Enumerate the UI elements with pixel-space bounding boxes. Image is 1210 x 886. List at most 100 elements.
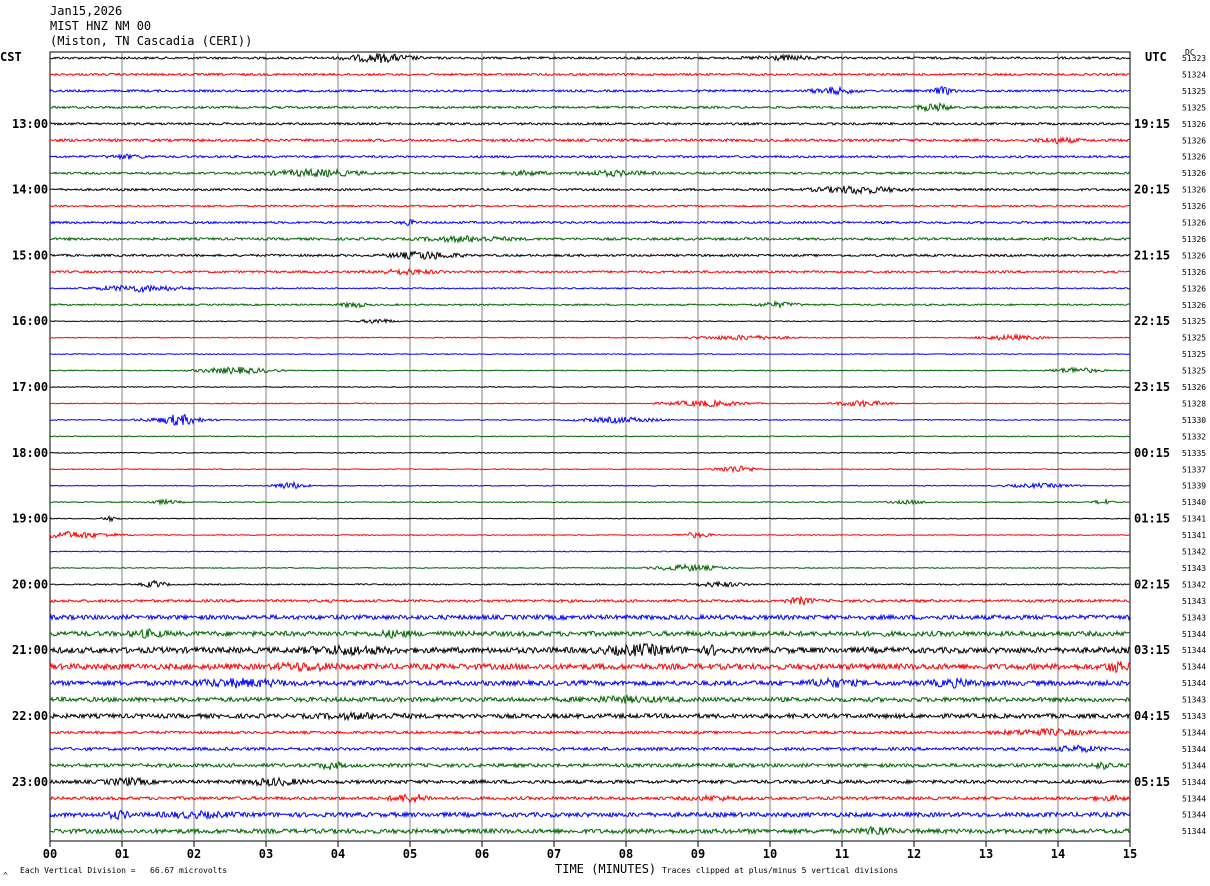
trace-line xyxy=(49,167,1131,179)
x-tick-label: 02 xyxy=(187,847,201,861)
trace-line xyxy=(50,234,1131,244)
dc-offset-label: 51342 xyxy=(1182,548,1206,557)
trace-line xyxy=(49,101,1130,113)
trace-line xyxy=(49,451,1131,454)
dc-offset-label: 51325 xyxy=(1182,317,1206,326)
trace-line xyxy=(50,579,1131,589)
trace-line xyxy=(49,760,1131,771)
right-timezone-label: UTC xyxy=(1145,50,1167,64)
trace-line xyxy=(49,299,1131,310)
dc-offset-label: 51344 xyxy=(1182,761,1206,770)
location-label: (Miston, TN Cascadia (CERI)) xyxy=(50,34,253,48)
trace-line xyxy=(49,53,1131,64)
trace-line xyxy=(49,385,1131,389)
dc-offset-label: 51332 xyxy=(1182,432,1206,441)
dc-offset-label: 51341 xyxy=(1182,531,1206,540)
x-tick-label: 10 xyxy=(763,847,777,861)
right-time-label: 00:15 xyxy=(1134,446,1170,460)
dc-offset-label: 51326 xyxy=(1182,301,1206,310)
trace-line xyxy=(49,825,1131,836)
dc-offset-label: 51326 xyxy=(1182,268,1206,277)
trace-line xyxy=(49,136,1131,145)
left-timezone-label: CST xyxy=(0,50,22,64)
dc-offset-label: 51339 xyxy=(1182,482,1206,491)
x-tick-label: 15 xyxy=(1123,847,1137,861)
trace-line xyxy=(49,676,1131,689)
right-time-label: 01:15 xyxy=(1134,512,1170,526)
left-time-label: 18:00 xyxy=(12,446,48,460)
dc-offset-label: 51326 xyxy=(1182,284,1206,293)
dc-offset-label: 51326 xyxy=(1182,219,1206,228)
right-time-label: 02:15 xyxy=(1134,577,1170,591)
trace-line xyxy=(49,413,1131,426)
trace-line xyxy=(49,72,1131,77)
trace-line xyxy=(49,480,1131,490)
trace-line xyxy=(49,497,1131,506)
plot-frame xyxy=(49,51,1131,842)
dc-offset-label: 51326 xyxy=(1182,251,1206,260)
trace-line xyxy=(49,530,1131,540)
trace-line xyxy=(49,218,1131,226)
dc-offset-label: 51344 xyxy=(1182,778,1206,787)
left-time-label: 20:00 xyxy=(12,577,48,591)
right-time-label: 23:15 xyxy=(1134,380,1170,394)
left-time-label: 21:00 xyxy=(12,643,48,657)
trace-line xyxy=(50,333,1130,342)
right-time-label: 19:15 xyxy=(1134,117,1170,131)
dc-offset-label: 51326 xyxy=(1182,186,1206,195)
dc-offset-label: 51344 xyxy=(1182,827,1206,836)
clip-note: Traces clipped at plus/minus 5 vertical … xyxy=(662,866,899,875)
dc-offset-label: 51344 xyxy=(1182,794,1206,803)
dc-offset-label: 51342 xyxy=(1182,580,1206,589)
trace-line xyxy=(49,627,1130,639)
x-tick-label: 01 xyxy=(115,847,129,861)
date-label: Jan15,2026 xyxy=(50,4,123,18)
x-tick-label: 00 xyxy=(43,847,57,861)
left-time-label: 19:00 xyxy=(12,512,48,526)
dc-offset-label: 51325 xyxy=(1182,334,1206,343)
trace-line xyxy=(49,250,1131,260)
dc-offset-label: 51323 xyxy=(1182,54,1206,63)
dc-offset-label: 51325 xyxy=(1182,103,1206,112)
right-time-label: 22:15 xyxy=(1134,314,1170,328)
x-tick-label: 08 xyxy=(619,847,633,861)
dc-offset-label: 51340 xyxy=(1182,498,1206,507)
trace-line xyxy=(49,366,1131,376)
scale-note: Each Vertical Division = 66.67 microvolt… xyxy=(20,866,228,875)
dc-offset-label: 51343 xyxy=(1182,564,1206,573)
left-time-label: 17:00 xyxy=(12,380,48,394)
trace-line xyxy=(49,562,1131,572)
dc-offset-label: 51326 xyxy=(1182,383,1206,392)
x-tick-label: 09 xyxy=(691,847,705,861)
dc-offset-label: 51325 xyxy=(1182,87,1206,96)
trace-line xyxy=(49,776,1131,788)
dc-header-label: DC xyxy=(1185,48,1195,57)
dc-offset-label: 51344 xyxy=(1182,630,1206,639)
trace-line xyxy=(49,268,1131,277)
trace-line xyxy=(49,185,1131,196)
right-time-label: 21:15 xyxy=(1134,248,1170,262)
trace-line xyxy=(49,121,1131,127)
dc-offset-label: 51343 xyxy=(1182,696,1206,705)
trace-line xyxy=(49,85,1131,96)
trace-line xyxy=(49,204,1130,208)
dc-offset-label: 51325 xyxy=(1182,367,1206,376)
trace-line xyxy=(49,595,1131,607)
trace-line xyxy=(49,353,1130,356)
trace-line xyxy=(49,727,1131,737)
dc-offset-label: 51343 xyxy=(1182,613,1206,622)
trace-line xyxy=(49,550,1131,553)
right-time-label: 04:15 xyxy=(1134,709,1170,723)
dc-offset-label: 51344 xyxy=(1182,646,1206,655)
left-time-label: 13:00 xyxy=(12,117,48,131)
left-time-label: 22:00 xyxy=(12,709,48,723)
trace-line xyxy=(50,317,1131,325)
dc-offset-label: 51326 xyxy=(1182,136,1206,145)
x-axis-title: TIME (MINUTES) xyxy=(555,862,657,876)
right-time-label: 20:15 xyxy=(1134,183,1170,197)
x-tick-label: 06 xyxy=(475,847,489,861)
trace-line xyxy=(49,284,1131,294)
station-label: MIST HNZ NM 00 xyxy=(50,19,152,33)
trace-line xyxy=(49,613,1131,622)
